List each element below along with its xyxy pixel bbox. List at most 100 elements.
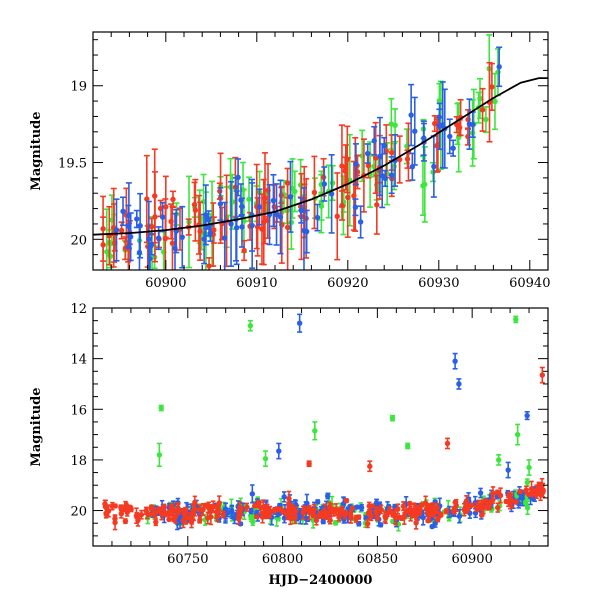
data-point	[306, 506, 313, 512]
data-point	[118, 292, 123, 297]
data-point	[200, 506, 206, 513]
data-point	[314, 214, 321, 221]
data-point-red	[494, 489, 501, 495]
data-point	[367, 463, 373, 469]
data-point	[254, 224, 261, 230]
data-point	[298, 207, 304, 214]
data-point	[104, 249, 110, 255]
data-point	[270, 197, 277, 204]
data-point-red	[244, 502, 250, 512]
data-point	[156, 452, 163, 458]
data-point	[374, 202, 380, 208]
x-axis-label: HJD−2400000	[269, 573, 373, 588]
data-point	[390, 510, 396, 517]
data-point	[146, 236, 152, 242]
data-point-red	[413, 516, 419, 530]
outlier-point-green	[496, 454, 502, 466]
data-point	[253, 514, 260, 520]
data-point	[203, 212, 209, 218]
data-point-red	[390, 510, 396, 517]
data-point-red	[506, 491, 513, 497]
plot-area	[93, 34, 548, 297]
data-point	[343, 510, 349, 516]
data-point	[354, 504, 360, 510]
data-point	[118, 227, 125, 234]
data-point	[249, 491, 256, 497]
data-point	[293, 508, 299, 515]
data-point-red	[205, 511, 211, 525]
data-point-blue	[364, 143, 371, 164]
x-tick-label: 60800	[262, 552, 303, 567]
data-point-green	[318, 191, 325, 221]
data-point	[127, 504, 133, 511]
data-point-red	[479, 87, 486, 132]
data-point-red	[475, 503, 481, 510]
data-point-red	[143, 154, 150, 244]
data-point	[537, 490, 544, 497]
data-point-red	[378, 504, 384, 515]
data-point	[477, 95, 483, 102]
data-point	[286, 504, 292, 510]
data-point-red	[135, 512, 141, 520]
data-point-red	[373, 174, 380, 235]
data-point	[281, 494, 287, 500]
data-point	[423, 506, 430, 512]
y-tick-label: 14	[70, 353, 87, 368]
data-point	[407, 511, 414, 517]
data-point-blue	[120, 196, 127, 227]
data-point	[388, 149, 395, 156]
data-point	[479, 107, 486, 113]
data-point-red	[343, 497, 350, 504]
data-point	[156, 507, 163, 513]
data-point-blue	[477, 487, 484, 499]
data-point	[170, 196, 176, 203]
data-point-green	[524, 500, 531, 516]
data-point	[333, 506, 339, 513]
data-point	[348, 512, 354, 518]
data-point	[353, 516, 359, 522]
data-point-red	[453, 115, 460, 134]
plot-area	[102, 313, 546, 532]
outlier-point-blue	[456, 378, 462, 390]
data-point	[523, 487, 529, 493]
data-point-blue	[456, 508, 463, 524]
data-point-red	[368, 510, 374, 522]
data-point	[436, 114, 443, 120]
data-point-blue	[270, 173, 277, 228]
outlier-point-blue	[276, 442, 282, 460]
data-point	[365, 162, 372, 169]
data-point	[169, 240, 176, 246]
data-point-red	[156, 506, 163, 514]
bottom-panel-full-light-curve: 60750 60800 60850 60900 12 14 16 18 20 Magnitude H…	[29, 302, 549, 588]
data-point-red	[118, 508, 125, 519]
x-tick-label: 60750	[167, 552, 208, 567]
y-tick-label: 19.5	[58, 157, 87, 172]
data-point-blue	[314, 499, 321, 505]
data-point	[159, 214, 166, 220]
data-point-red	[278, 506, 284, 513]
data-point	[364, 520, 371, 527]
data-point	[517, 488, 523, 495]
outlier-point-blue	[524, 411, 530, 421]
y-tick-label: 19	[70, 80, 87, 95]
data-point-red	[494, 502, 501, 513]
data-point	[328, 191, 335, 197]
data-point-red	[284, 181, 291, 270]
outlier-point-red	[539, 366, 546, 384]
data-point	[371, 138, 377, 144]
data-point	[529, 487, 535, 494]
top-panel-zoomed-light-curve: 60900 60910 60920 60930 60940 19 19.5 20 Magnitu…	[29, 31, 550, 297]
data-point-red	[317, 510, 323, 518]
data-point	[412, 128, 418, 134]
data-point-red	[486, 501, 493, 511]
data-point	[158, 405, 164, 411]
data-point	[215, 509, 221, 515]
data-point	[147, 255, 153, 262]
data-point	[384, 511, 390, 518]
data-point	[220, 511, 226, 518]
data-point-blue	[137, 192, 144, 259]
data-point-red	[168, 203, 175, 240]
data-point	[162, 235, 169, 242]
data-point	[264, 508, 270, 515]
data-point	[408, 112, 414, 118]
